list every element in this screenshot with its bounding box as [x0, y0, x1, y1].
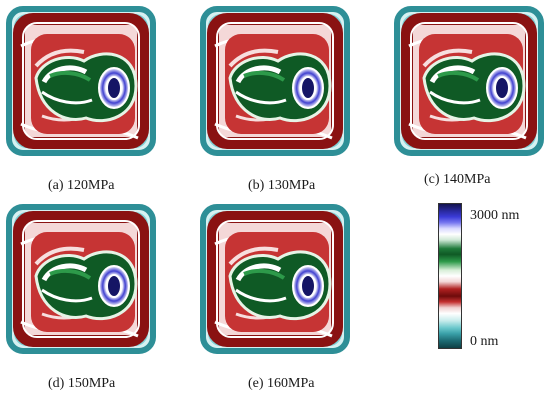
contour-image-a: [6, 6, 156, 156]
caption-b: (b) 130MPa: [248, 178, 316, 193]
caption-e: (e) 160MPa: [248, 376, 315, 391]
contour-map-d: [6, 204, 156, 354]
contour-map-b: [200, 6, 350, 156]
caption-d: (d) 150MPa: [48, 376, 116, 391]
colorbar-min-label: 0 nm: [470, 334, 499, 349]
contour-map-e: [200, 204, 350, 354]
contour-image-e: [200, 204, 350, 354]
colorbar-max-label: 3000 nm: [470, 208, 520, 223]
contour-image-c: [394, 6, 544, 156]
contour-map-a: [6, 6, 156, 156]
contour-map-c: [394, 6, 544, 156]
caption-c: (c) 140MPa: [424, 172, 491, 187]
contour-image-d: [6, 204, 156, 354]
caption-a: (a) 120MPa: [48, 178, 115, 193]
color-scale-bar: [438, 203, 462, 349]
contour-image-b: [200, 6, 350, 156]
